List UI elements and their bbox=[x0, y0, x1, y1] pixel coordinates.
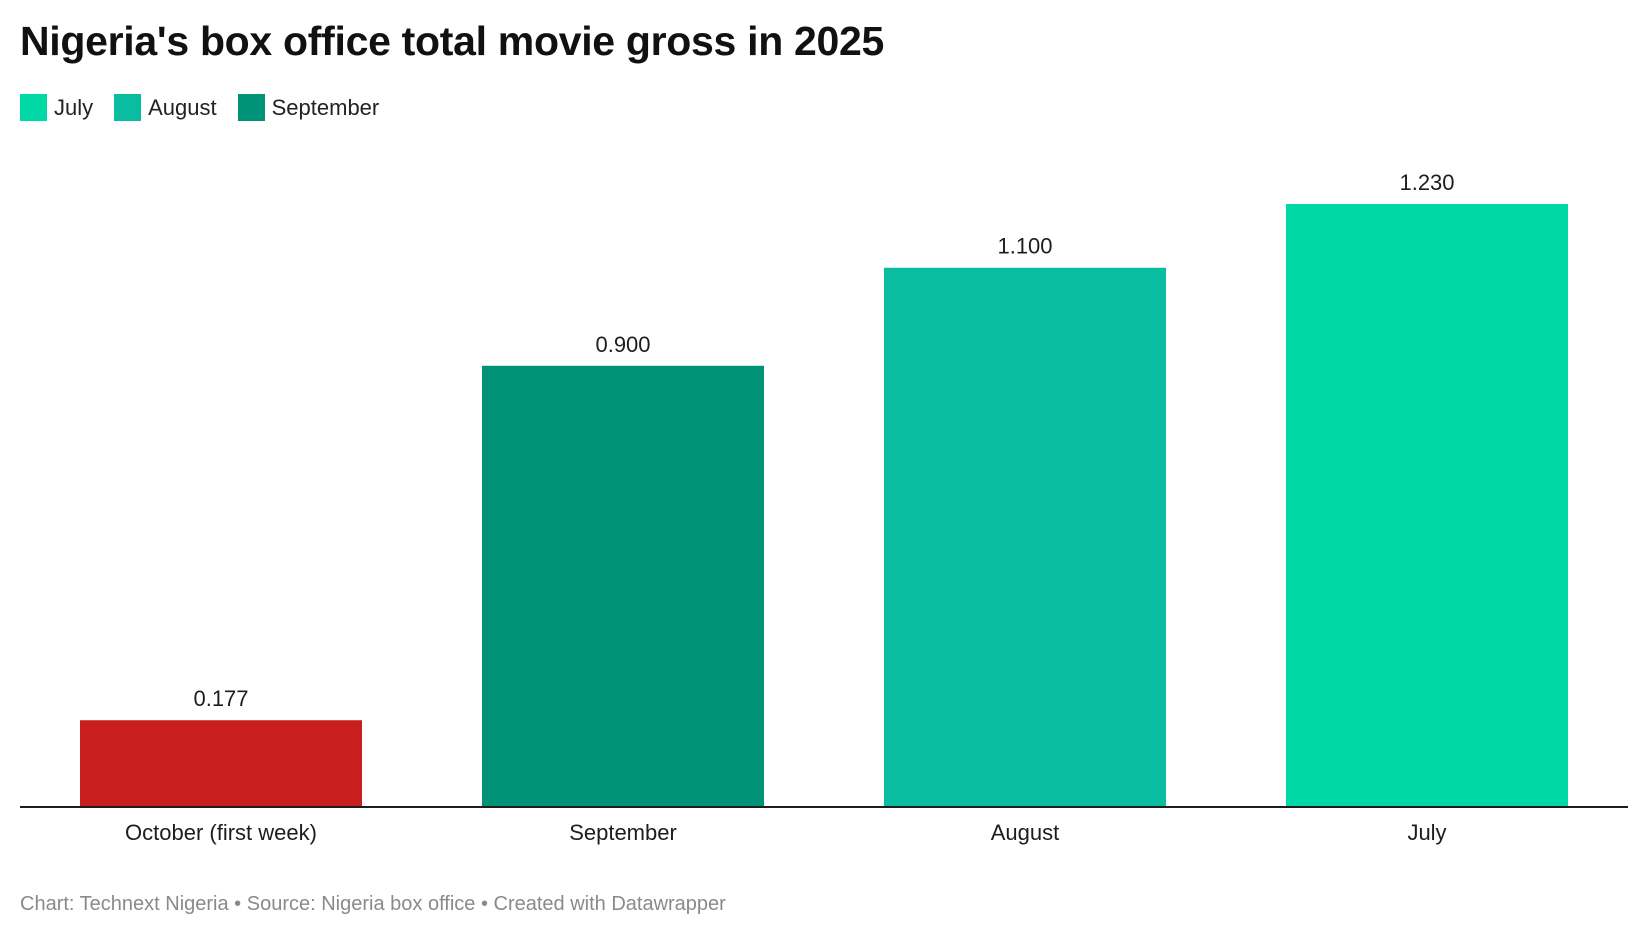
bar-value-label-1: 0.900 bbox=[595, 332, 650, 357]
legend-label-august: August bbox=[148, 94, 217, 120]
bar-1 bbox=[482, 365, 764, 807]
bar-value-label-3: 1.230 bbox=[1399, 170, 1454, 195]
bar-value-label-2: 1.100 bbox=[997, 234, 1052, 259]
bar-2 bbox=[884, 267, 1166, 808]
legend-swatch-august bbox=[114, 94, 142, 121]
x-tick-label-2: August bbox=[991, 820, 1060, 845]
bar-3 bbox=[1286, 204, 1568, 807]
legend-swatch-july bbox=[20, 94, 47, 121]
legend-label-september: September bbox=[271, 94, 380, 120]
legend-item-july: July bbox=[20, 94, 93, 121]
bar-value-label-0: 0.177 bbox=[193, 686, 248, 711]
x-tick-label-3: July bbox=[1407, 820, 1446, 845]
legend: July August September bbox=[20, 94, 400, 121]
legend-label-july: July bbox=[54, 94, 94, 120]
chart-footer: Chart: Technext Nigeria • Source: Nigeri… bbox=[20, 893, 726, 915]
x-tick-label-0: October (first week) bbox=[125, 820, 317, 845]
chart-title: Nigeria's box office total movie gross i… bbox=[20, 18, 885, 64]
legend-swatch-september bbox=[237, 94, 265, 121]
legend-item-september: September bbox=[237, 94, 380, 121]
bar-0 bbox=[80, 720, 362, 807]
x-tick-label-1: September bbox=[569, 820, 677, 845]
legend-item-august: August bbox=[114, 94, 217, 121]
